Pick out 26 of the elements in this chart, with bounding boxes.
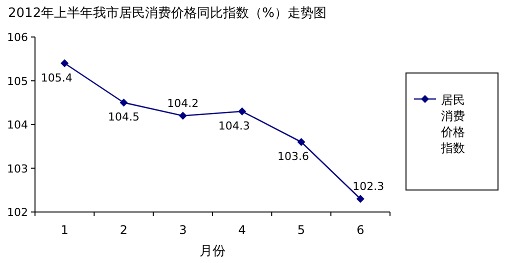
data-label: 104.2	[167, 96, 199, 110]
y-tick-label: 103	[7, 162, 28, 176]
data-label: 104.3	[218, 119, 250, 132]
y-tick-label: 104	[7, 118, 28, 132]
point	[60, 59, 69, 68]
x-tick-label: 6	[356, 223, 364, 237]
data-label: 105.4	[40, 71, 72, 84]
x-tick-label: 2	[120, 223, 128, 237]
data-label: 103.6	[278, 150, 309, 163]
point	[238, 107, 246, 116]
y-tick-label: 102	[7, 206, 28, 219]
legend-label: 居民消费价格指数	[440, 93, 465, 155]
x-tick-label: 1	[60, 223, 68, 237]
point	[356, 194, 364, 203]
x-axis-title: 月份	[200, 244, 226, 259]
data-label: 102.3	[352, 180, 384, 193]
data-label: 104.5	[108, 110, 140, 124]
point	[120, 98, 128, 107]
x-tick-label: 5	[297, 223, 306, 237]
y-tick-label: 105	[7, 74, 28, 88]
point	[297, 138, 306, 146]
x-tick-label: 4	[238, 223, 246, 237]
y-tick-label: 106	[7, 31, 28, 44]
point	[178, 112, 187, 120]
x-tick-label: 3	[179, 223, 187, 237]
chart-title: 2012年上半年我市居民消费价格同比指数（%）走势图	[8, 6, 326, 21]
